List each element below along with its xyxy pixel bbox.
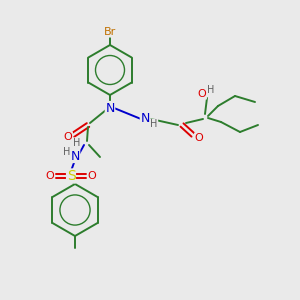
- Text: H: H: [207, 85, 215, 95]
- Text: Br: Br: [104, 27, 116, 37]
- Text: N: N: [105, 101, 115, 115]
- Text: H: H: [63, 147, 71, 157]
- Text: H: H: [150, 119, 158, 129]
- Text: O: O: [64, 132, 72, 142]
- Text: O: O: [198, 89, 206, 99]
- Text: N: N: [70, 149, 80, 163]
- Text: O: O: [46, 171, 54, 181]
- Text: H: H: [73, 138, 81, 148]
- Text: O: O: [88, 171, 96, 181]
- Text: N: N: [140, 112, 150, 125]
- Text: S: S: [67, 169, 75, 183]
- Text: O: O: [195, 133, 203, 143]
